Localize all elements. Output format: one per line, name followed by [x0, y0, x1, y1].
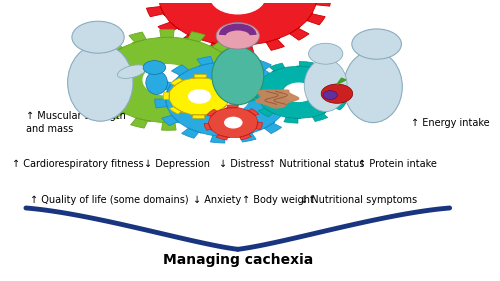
Ellipse shape — [118, 65, 146, 78]
Circle shape — [308, 43, 343, 64]
Text: ↑ Quality of life (some domains): ↑ Quality of life (some domains) — [30, 195, 188, 205]
Text: ↑ Energy intake: ↑ Energy intake — [412, 117, 490, 128]
Circle shape — [216, 22, 260, 49]
Ellipse shape — [146, 71, 168, 94]
Text: ↑ Protein intake: ↑ Protein intake — [358, 159, 437, 169]
Text: Managing cachexia: Managing cachexia — [162, 253, 313, 267]
Text: ↓ Distress: ↓ Distress — [219, 159, 270, 169]
Text: ↓ Depression: ↓ Depression — [144, 159, 210, 169]
Ellipse shape — [344, 51, 402, 123]
Text: ↑ Muscular strength
and mass: ↑ Muscular strength and mass — [26, 111, 126, 134]
Text: ↑ Cardiorespiratory fitness: ↑ Cardiorespiratory fitness — [12, 159, 143, 169]
Polygon shape — [248, 62, 349, 123]
Text: ↑ Body weight: ↑ Body weight — [242, 195, 314, 205]
Text: ↓ Nutritional symptoms: ↓ Nutritional symptoms — [300, 195, 417, 205]
Circle shape — [352, 29, 402, 59]
Circle shape — [188, 90, 210, 103]
Circle shape — [224, 117, 242, 128]
Polygon shape — [164, 74, 236, 119]
Circle shape — [205, 86, 248, 112]
Circle shape — [284, 83, 314, 101]
Circle shape — [143, 61, 166, 74]
Polygon shape — [86, 30, 250, 130]
Ellipse shape — [68, 44, 133, 121]
Polygon shape — [256, 90, 298, 108]
Ellipse shape — [212, 47, 264, 105]
Polygon shape — [337, 78, 346, 84]
Circle shape — [72, 21, 124, 53]
Circle shape — [210, 0, 265, 14]
Circle shape — [323, 91, 338, 99]
Polygon shape — [154, 55, 298, 143]
Circle shape — [143, 65, 192, 95]
Polygon shape — [204, 105, 262, 140]
Circle shape — [321, 84, 352, 103]
Polygon shape — [144, 0, 331, 54]
Ellipse shape — [304, 59, 347, 112]
Text: ↑ Nutritional status: ↑ Nutritional status — [268, 159, 365, 169]
Text: ↓ Anxiety: ↓ Anxiety — [194, 195, 242, 205]
